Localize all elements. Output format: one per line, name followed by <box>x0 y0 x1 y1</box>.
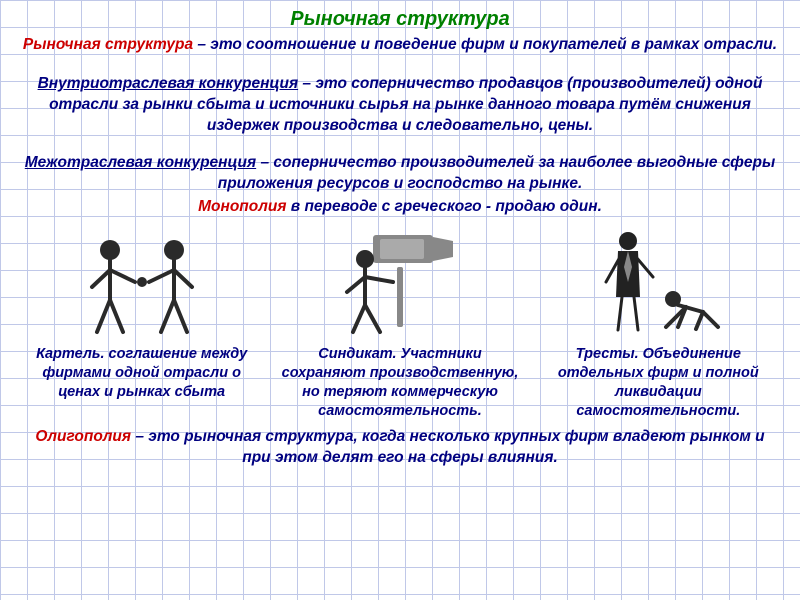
text-market-structure: – это соотношение и поведение фирм и пок… <box>193 36 777 53</box>
caption-cartel: Картель. соглашение между фирмами одной … <box>20 345 263 402</box>
illustration-row: Картель. соглашение между фирмами одной … <box>20 227 780 420</box>
cartel-icon <box>77 227 207 337</box>
definition-market-structure: Рыночная структура – это соотношение и п… <box>20 35 780 56</box>
definition-oligopoly: Олигополия – это рыночная структура, ког… <box>20 427 780 469</box>
caption-trust: Тресты. Объединение отдельных фирм и пол… <box>537 345 780 420</box>
definition-monopoly: Монополия в переводе с греческого - прод… <box>20 197 780 218</box>
slide-title: Рыночная структура <box>20 8 780 31</box>
cell-syndicate: Синдикат. Участники сохраняют производст… <box>278 227 521 420</box>
syndicate-icon <box>325 227 475 337</box>
text-monopoly: в переводе с греческого - продаю один. <box>286 198 601 215</box>
term-oligopoly: Олигополия <box>35 428 131 445</box>
term-monopoly: Монополия <box>198 198 286 215</box>
text-oligopoly: – это рыночная структура, когда нескольк… <box>131 428 765 466</box>
slide-content: Рыночная структура Рыночная структура – … <box>0 0 800 477</box>
term-intra: Внутриотраслевая конкуренция <box>38 75 299 92</box>
term-inter: Межотраслевая конкуренция <box>25 154 256 171</box>
definition-intra: Внутриотраслевая конкуренция – это сопер… <box>20 74 780 137</box>
text-inter: – соперничество производителей за наибол… <box>218 154 775 192</box>
term-market-structure: Рыночная структура <box>23 36 193 53</box>
cell-cartel: Картель. соглашение между фирмами одной … <box>20 227 263 420</box>
trust-icon <box>578 227 738 337</box>
definition-inter: Межотраслевая конкуренция – соперничеств… <box>20 153 780 195</box>
cell-trust: Тресты. Объединение отдельных фирм и пол… <box>537 227 780 420</box>
caption-syndicate: Синдикат. Участники сохраняют производст… <box>278 345 521 420</box>
